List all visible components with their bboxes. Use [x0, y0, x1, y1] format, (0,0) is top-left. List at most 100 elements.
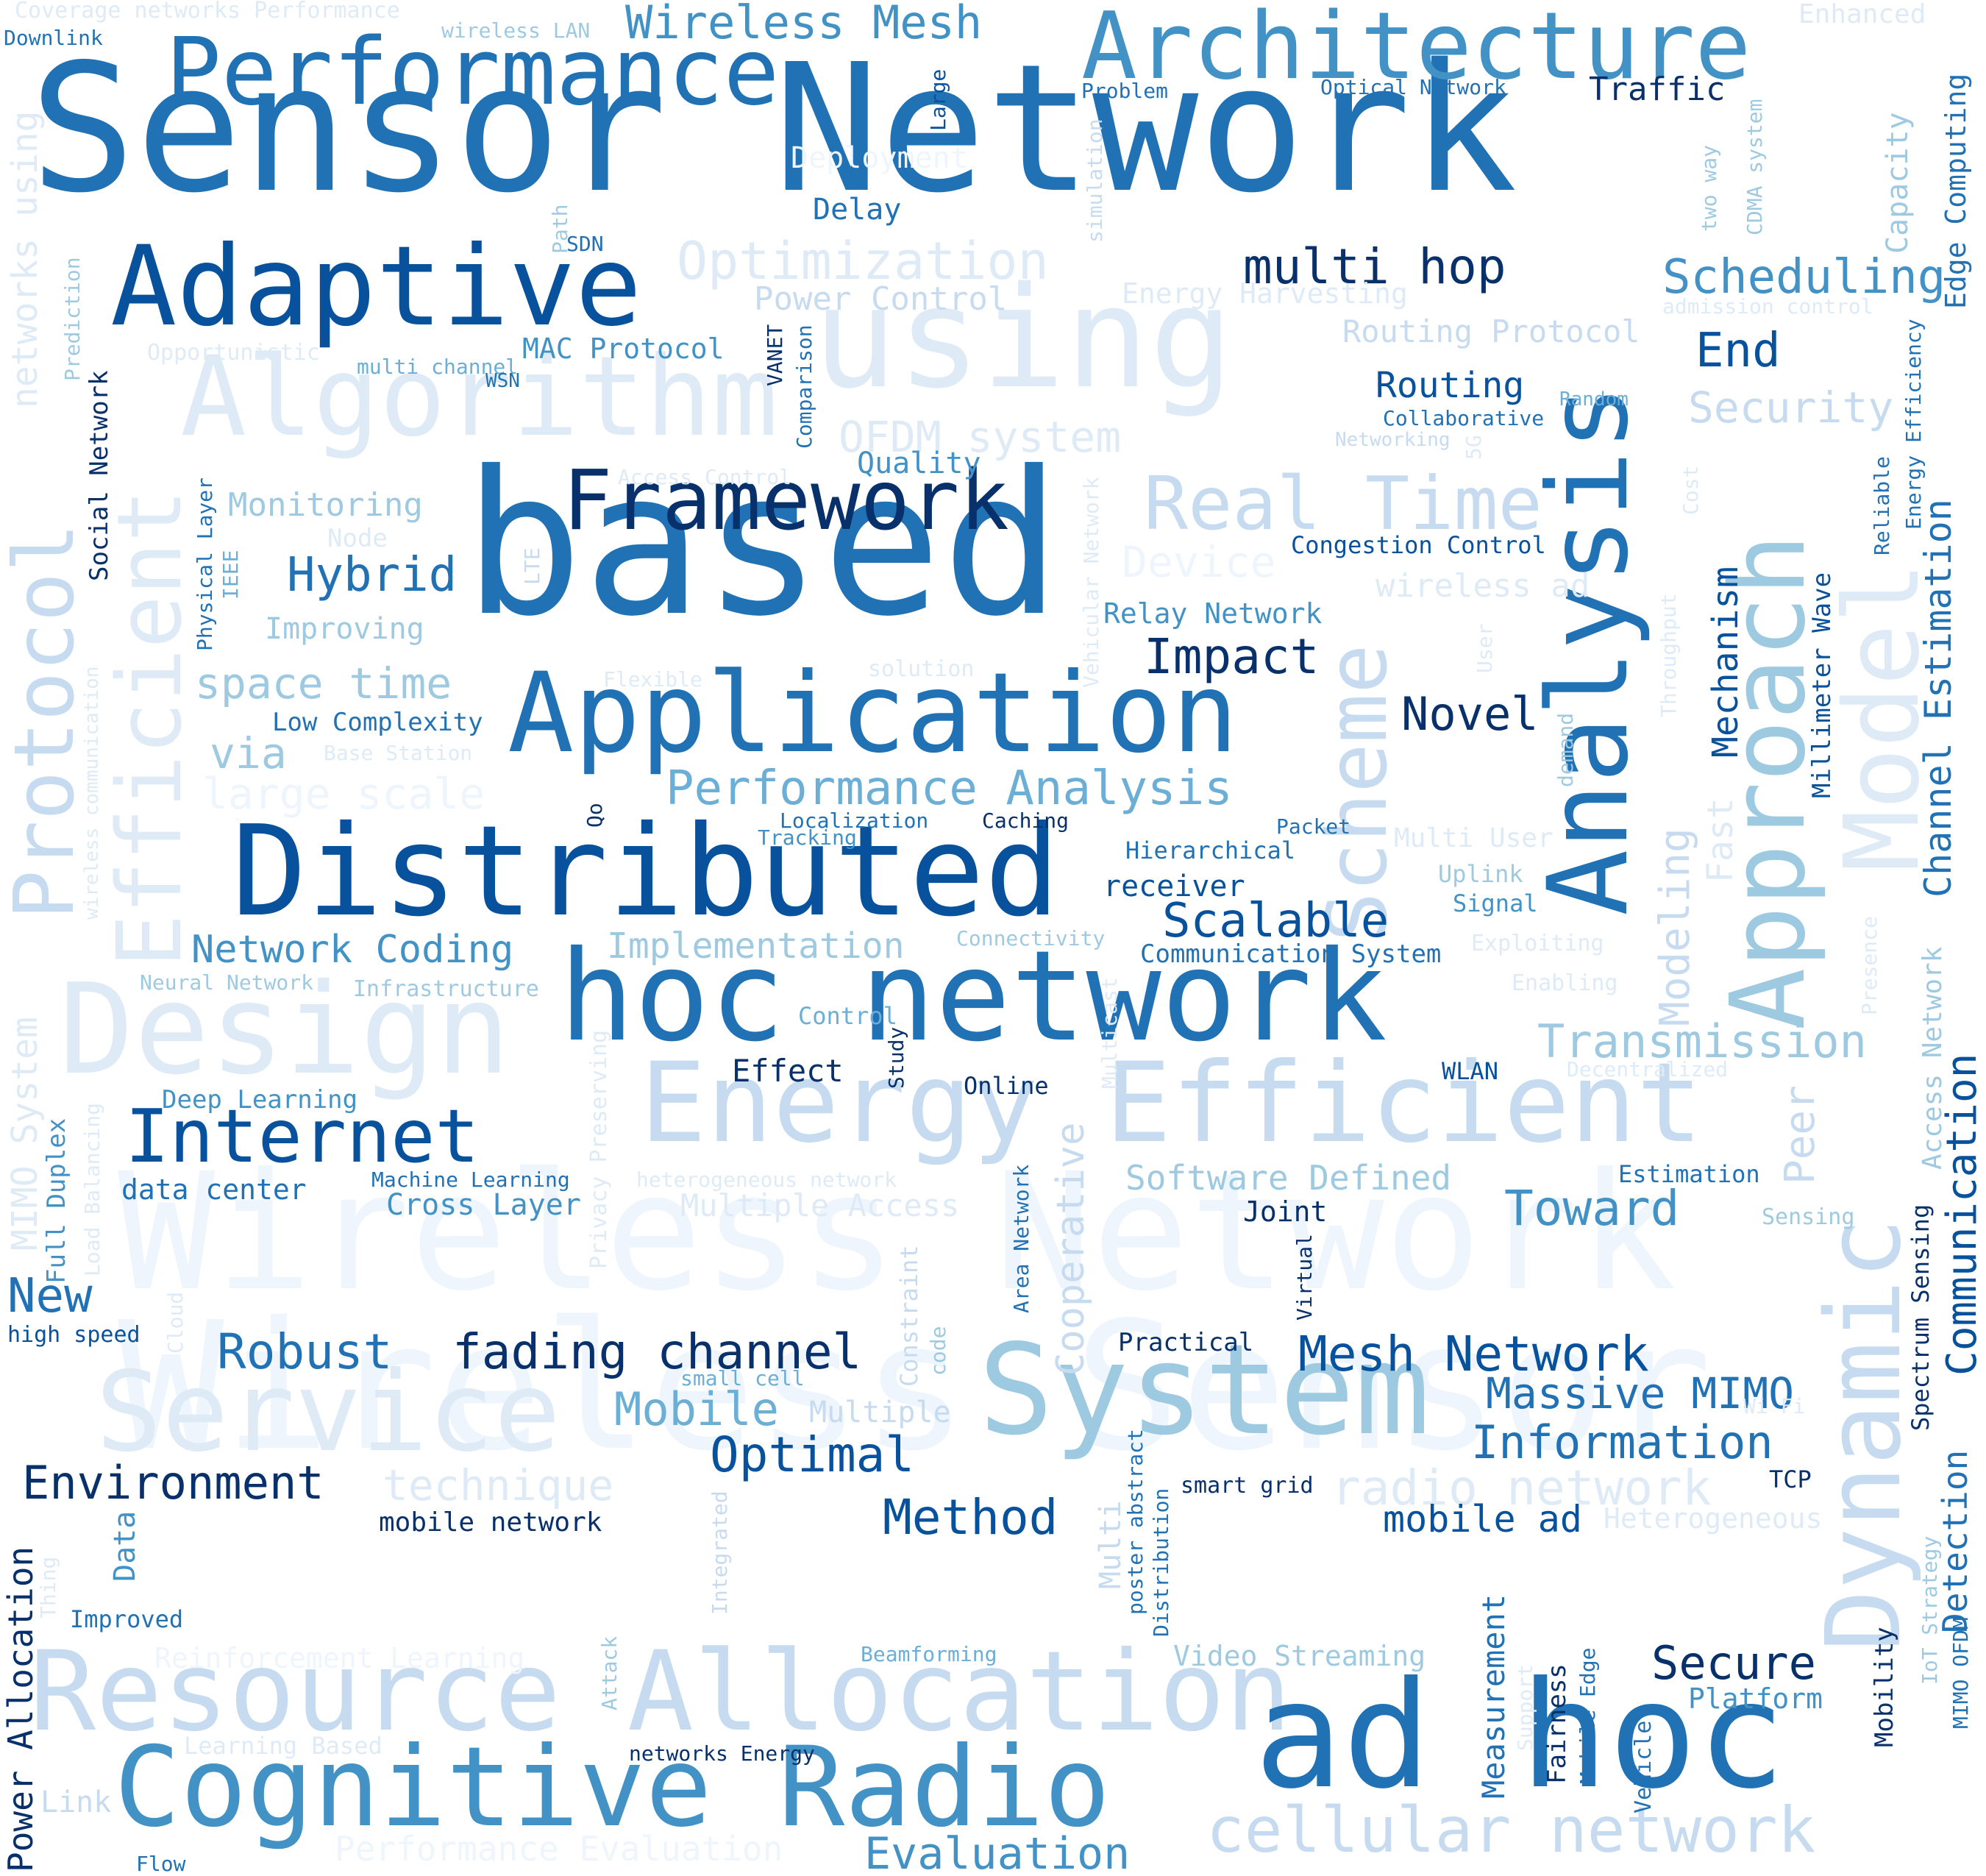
word: TCP — [1769, 1465, 1812, 1493]
word: Fast — [1700, 797, 1741, 883]
word: Mechanism — [1705, 566, 1746, 758]
word: Power Allocation — [1, 1546, 40, 1872]
word: Sensor Network — [29, 26, 1517, 232]
word: VANET — [763, 324, 787, 386]
word: Delay — [813, 193, 902, 227]
word: Presence — [1857, 916, 1882, 1015]
word: Capacity — [1881, 112, 1915, 254]
word: IEEE — [218, 550, 243, 600]
word: Information — [1471, 1415, 1773, 1469]
word: Networking — [1335, 429, 1451, 451]
word: Access Control — [618, 465, 792, 489]
word: mobile network — [379, 1507, 602, 1538]
word: Scheduling — [1662, 250, 1946, 305]
word: Heterogeneous — [1604, 1502, 1823, 1535]
word: demand — [1553, 712, 1578, 787]
word: CDMA system — [1743, 99, 1767, 235]
word: Impact — [1144, 628, 1320, 685]
word: OFDM system — [839, 412, 1122, 462]
word: Energy Harvesting — [1122, 277, 1408, 310]
word: Social Network — [85, 370, 114, 581]
word: cellular network — [1206, 1794, 1816, 1867]
word: Millimeter Wave — [1807, 572, 1837, 798]
word: Physical Layer — [193, 477, 217, 651]
word: Algorithm — [180, 333, 778, 461]
word: Architecture — [1081, 0, 1751, 100]
word: MIMO System — [4, 1017, 46, 1251]
word: space time — [195, 658, 452, 708]
word: Framework — [563, 453, 1009, 549]
word: Enabling — [1512, 970, 1618, 996]
word: Data — [108, 1510, 142, 1582]
word: End — [1695, 324, 1781, 378]
word: MAC Protocol — [522, 333, 725, 365]
word: using — [813, 257, 1234, 419]
word: high speed — [7, 1322, 140, 1348]
word: Secure — [1651, 1636, 1816, 1690]
word: Wireless Network — [118, 1138, 1677, 1326]
word: Optimization — [677, 231, 1049, 291]
word: Caching — [982, 809, 1069, 833]
word: large scale — [202, 769, 485, 819]
word: Adaptive — [110, 223, 642, 351]
word: Detection — [1935, 1449, 1975, 1633]
word: code — [926, 1326, 950, 1376]
word: networks using — [4, 110, 46, 408]
word: Relay Network — [1103, 597, 1323, 630]
word: Constraint — [895, 1245, 923, 1387]
word: Decentralized — [1567, 1057, 1729, 1081]
word: Flow — [136, 1852, 186, 1876]
word: Vehicle — [1631, 1720, 1656, 1813]
word: Privacy Preserving — [586, 1029, 612, 1269]
word: Novel — [1401, 687, 1539, 741]
word: User — [1473, 623, 1497, 673]
word: Routing Protocol — [1342, 313, 1640, 349]
word: Low Complexity — [272, 708, 483, 737]
word: Efficient — [99, 488, 202, 967]
word: Improving — [265, 612, 424, 646]
word: Dynamic — [1804, 1217, 1924, 1652]
word: Packet — [1276, 814, 1351, 839]
word: Distributed — [232, 799, 1060, 945]
word: 5G — [1462, 435, 1486, 460]
word: Multicast — [1097, 977, 1122, 1089]
word: fading channel — [452, 1323, 862, 1380]
word: Infrastructure — [353, 976, 539, 1002]
word: Wireless Mesh — [625, 0, 983, 49]
word: Network Coding — [191, 928, 514, 972]
word: ad hoc — [1254, 1650, 1786, 1822]
word: Virtual — [1292, 1233, 1317, 1321]
word: IoT Strategy — [1918, 1535, 1942, 1685]
word: Power Control — [754, 280, 1008, 318]
word: Platform — [1688, 1683, 1823, 1715]
word: Prediction — [60, 257, 85, 381]
word: Integrated — [708, 1491, 732, 1615]
word: Service — [96, 1349, 561, 1477]
word: Spectrum Sensing — [1907, 1204, 1935, 1431]
word: Beamforming — [861, 1642, 997, 1666]
word: Attack — [597, 1635, 622, 1710]
word: Resource Allocation — [29, 1628, 1292, 1756]
word: Protocol — [0, 522, 93, 920]
word: Congestion Control — [1291, 531, 1546, 559]
word: Performance — [166, 18, 780, 126]
word: System — [978, 1318, 1431, 1463]
word: Implementation — [607, 925, 905, 967]
word: SDN — [566, 232, 604, 256]
word: Comparison — [792, 324, 816, 449]
word: WLAN — [1442, 1057, 1499, 1085]
word: Deep Learning — [162, 1085, 358, 1115]
word: Cloud — [163, 1291, 188, 1354]
word: Robust — [217, 1323, 393, 1380]
word: wireless communication — [81, 666, 103, 920]
word: Transmission — [1537, 1015, 1867, 1068]
word: New — [7, 1269, 93, 1323]
word: Toward — [1504, 1180, 1680, 1237]
word: Exploiting — [1471, 931, 1604, 956]
word: Scalable — [1162, 894, 1389, 948]
word: Flexible — [603, 667, 702, 692]
word: Energy Efficiency — [1901, 319, 1926, 530]
word: MIMO OFDM — [1948, 1617, 1973, 1729]
word: heterogeneous network — [636, 1168, 897, 1192]
